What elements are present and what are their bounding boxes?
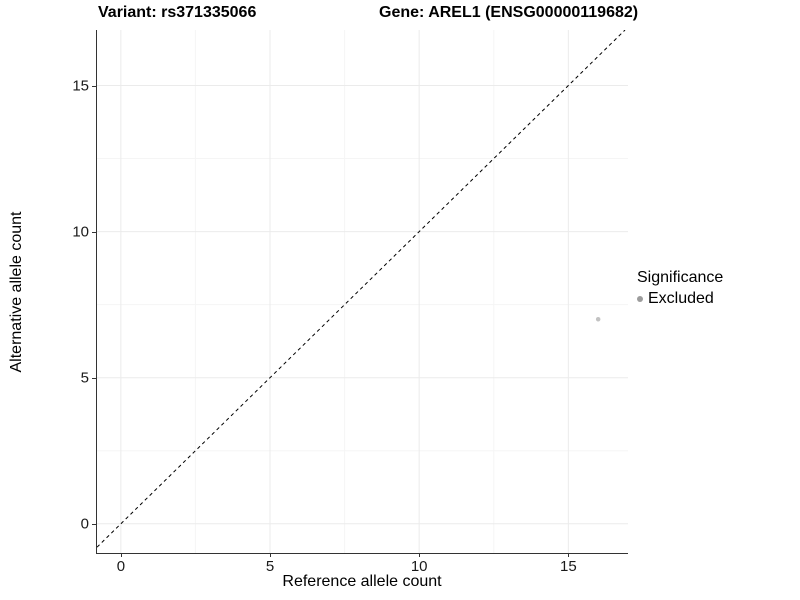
y-tick-label: 10 — [72, 223, 89, 241]
legend-title: Significance — [637, 269, 724, 286]
variant-title: Variant: rs371335066 — [98, 4, 257, 21]
x-tick-mark — [568, 553, 570, 557]
x-axis-title: Reference allele count — [282, 573, 442, 590]
x-tick-label: 0 — [116, 558, 126, 575]
x-tick-label: 5 — [265, 558, 275, 575]
y-tick-mark — [92, 523, 96, 525]
x-tick-label: 15 — [559, 558, 577, 575]
x-tick-mark — [120, 553, 122, 557]
legend-item-excluded: Excluded — [637, 290, 723, 308]
gene-title: Gene: AREL1 (ENSG00000119682) — [379, 4, 639, 21]
x-tick-mark — [270, 553, 272, 557]
y-tick-label: 15 — [72, 77, 89, 94]
identity-reference-line — [96, 29, 626, 548]
plot-panel — [96, 29, 628, 553]
y-tick-mark — [92, 85, 96, 87]
legend-item-label: Excluded — [648, 290, 714, 307]
data-point-excluded — [595, 317, 601, 322]
y-tick-mark — [92, 231, 96, 233]
x-tick-label: 10 — [410, 558, 428, 575]
y-tick-mark — [92, 377, 96, 379]
plot-canvas — [96, 29, 628, 553]
y-axis-title: Alternative allele count — [8, 211, 25, 373]
y-tick-label: 5 — [80, 369, 89, 387]
x-tick-mark — [419, 553, 421, 557]
x-axis-line — [96, 553, 628, 554]
legend-point-icon — [637, 296, 643, 302]
y-tick-label: 0 — [80, 515, 89, 533]
legend: Significance Excluded — [637, 269, 723, 308]
y-axis-line — [96, 30, 97, 554]
